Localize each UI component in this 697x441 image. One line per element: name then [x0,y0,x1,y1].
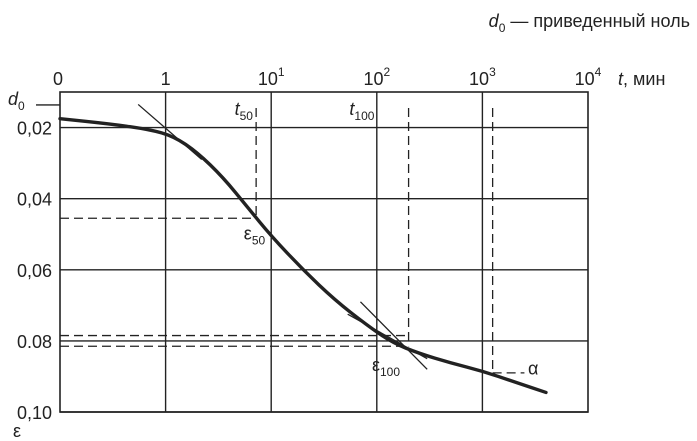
x-tick-label: 0 [53,69,63,89]
y-tick-label: 0,06 [17,261,52,281]
annotation-label: ε50 [244,224,266,248]
y-d0-label: d0 [8,89,25,113]
x-tick-label: 1 [161,69,171,89]
x-tick-label: 101 [258,65,285,89]
x-tick-label: 104 [575,65,602,89]
grid-layer [36,91,589,413]
x-tick-label: 102 [363,65,390,89]
y-tick-label: 0.08 [17,332,52,352]
annotation-label: t50 [235,99,254,123]
annotation-label: ε100 [372,355,400,379]
strain-curve [58,116,548,395]
chart-labels: d0 — приведенный ноль 0 1 101 102 103 104 t, ми… [8,11,690,441]
plot-frame [59,91,589,413]
y-tick-label: 0,04 [17,190,52,210]
y-axis-label: ε [13,421,21,441]
x-tick-label: 103 [469,65,496,89]
y-tick-label: 0,10 [17,403,52,423]
chart-title: d0 — приведенный ноль [489,11,690,35]
annotation-label: t100 [349,99,374,123]
consolidation-curve [58,116,548,395]
construction-lines [60,103,525,374]
annotation-label: α [528,359,538,379]
tangent-line [359,301,428,370]
y-tick-label: 0,02 [17,119,52,139]
x-axis-label: t, мин [618,69,665,89]
